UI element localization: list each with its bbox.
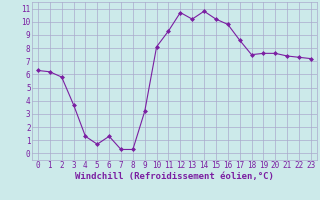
X-axis label: Windchill (Refroidissement éolien,°C): Windchill (Refroidissement éolien,°C) [75, 172, 274, 181]
